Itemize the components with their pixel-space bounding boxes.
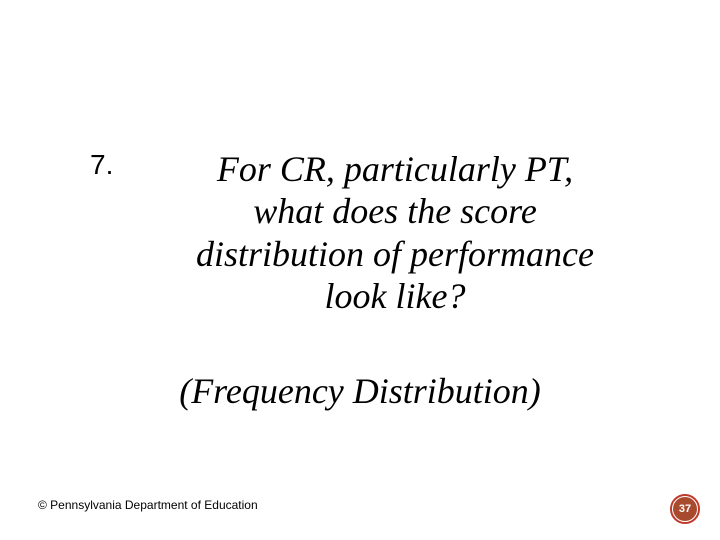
title-line-1: For CR, particularly PT, bbox=[217, 149, 573, 189]
list-number: 7. bbox=[70, 148, 140, 182]
title-line-2: what does the score bbox=[253, 191, 537, 231]
slide: 7. For CR, particularly PT, what does th… bbox=[0, 0, 720, 540]
copyright-footer: © Pennsylvania Department of Education bbox=[38, 498, 258, 512]
content-block: 7. For CR, particularly PT, what does th… bbox=[70, 148, 650, 412]
title-line-3: distribution of performance bbox=[196, 234, 594, 274]
page-number-badge: 37 bbox=[670, 494, 700, 524]
numbered-title-row: 7. For CR, particularly PT, what does th… bbox=[70, 148, 650, 318]
slide-subtitle: (Frequency Distribution) bbox=[70, 370, 650, 412]
page-number: 37 bbox=[679, 503, 691, 515]
slide-title: For CR, particularly PT, what does the s… bbox=[140, 148, 650, 318]
title-line-4: look like? bbox=[325, 276, 466, 316]
badge-inner-circle: 37 bbox=[673, 497, 697, 521]
